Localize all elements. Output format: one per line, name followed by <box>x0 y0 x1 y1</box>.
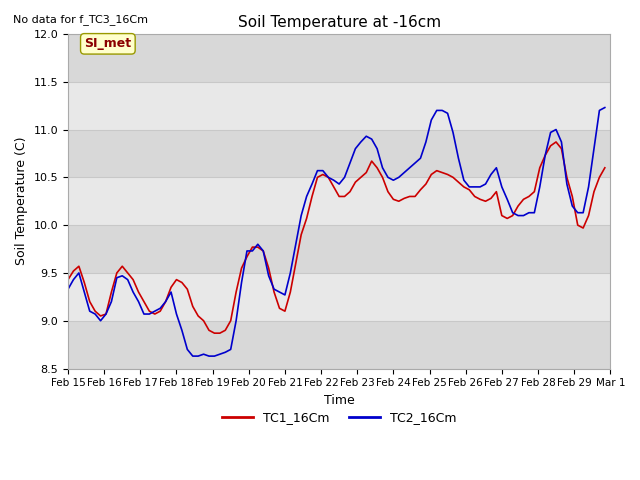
Bar <box>68 82 611 130</box>
TC1_16Cm <box>211 330 218 336</box>
TC1_16Cm <box>568 193 576 199</box>
TC2_16Cm <box>579 210 587 216</box>
TC2_16Cm <box>346 160 354 166</box>
TC1_16Cm <box>601 165 609 171</box>
TC1_16Cm <box>167 284 175 290</box>
Bar <box>68 130 611 177</box>
TC2_16Cm <box>563 181 571 187</box>
TC2_16Cm <box>601 105 609 110</box>
Text: No data for f_TC3_16Cm: No data for f_TC3_16Cm <box>13 14 148 25</box>
TC2_16Cm <box>64 286 72 292</box>
TC1_16Cm <box>64 277 72 283</box>
Text: SI_met: SI_met <box>84 37 131 50</box>
Line: TC2_16Cm: TC2_16Cm <box>68 108 605 356</box>
TC2_16Cm <box>390 177 397 183</box>
Bar <box>68 225 611 273</box>
Y-axis label: Soil Temperature (C): Soil Temperature (C) <box>15 137 28 265</box>
Line: TC1_16Cm: TC1_16Cm <box>68 142 605 333</box>
Title: Soil Temperature at -16cm: Soil Temperature at -16cm <box>237 15 441 30</box>
Legend: TC1_16Cm, TC2_16Cm: TC1_16Cm, TC2_16Cm <box>217 406 461 429</box>
Bar <box>68 273 611 321</box>
TC2_16Cm <box>195 353 202 359</box>
Bar <box>68 321 611 369</box>
TC1_16Cm <box>390 196 397 202</box>
Bar <box>68 34 611 82</box>
X-axis label: Time: Time <box>324 394 355 407</box>
TC1_16Cm <box>552 139 560 145</box>
TC2_16Cm <box>167 289 175 295</box>
TC1_16Cm <box>189 303 196 309</box>
Bar <box>68 177 611 225</box>
TC1_16Cm <box>585 213 593 218</box>
TC1_16Cm <box>346 189 354 194</box>
TC2_16Cm <box>189 353 196 359</box>
